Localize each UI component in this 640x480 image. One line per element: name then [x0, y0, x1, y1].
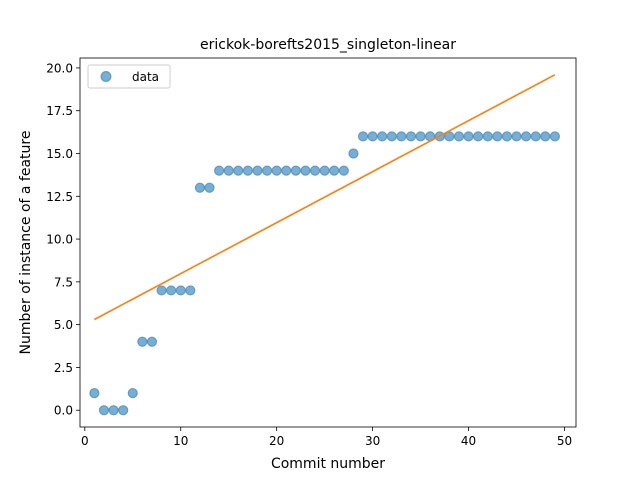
data-point: [233, 165, 244, 176]
legend: data: [87, 64, 171, 89]
legend-label-data: data: [132, 70, 159, 84]
data-point: [223, 165, 234, 176]
data-point: [309, 165, 321, 176]
chart-title: erickok-borefts2015_singleton-linear: [200, 37, 456, 53]
axis-ticks: 0 10 20 30 40 50 0.0 2.5 5.0 7.5 10.0 12.5 15.0 17.5 2…: [46, 61, 572, 448]
data-point: [348, 148, 359, 159]
x-tick-label: 0: [81, 434, 89, 448]
data-point: [175, 285, 186, 296]
data-point: [300, 165, 311, 176]
data-point: [146, 336, 158, 347]
data-point: [214, 165, 225, 176]
x-tick-label: 50: [557, 434, 572, 448]
y-tick-label: 7.5: [54, 275, 73, 289]
data-point: [396, 131, 407, 142]
data-point: [166, 285, 177, 296]
data-point: [357, 131, 369, 142]
x-tick-label: 20: [269, 434, 284, 448]
x-tick-label: 10: [173, 434, 188, 448]
data-point: [156, 285, 167, 296]
x-tick-label: 40: [461, 434, 476, 448]
data-point: [319, 165, 330, 176]
y-axis-label: Number of instance of a feature: [18, 131, 34, 355]
data-point: [194, 182, 206, 193]
data-point: [540, 131, 551, 142]
data-point: [367, 131, 378, 142]
y-tick-label: 10.0: [46, 233, 73, 247]
data-point: [242, 165, 253, 176]
data-point: [329, 165, 340, 176]
data-point: [530, 131, 541, 142]
y-tick-label: 17.5: [46, 104, 73, 118]
data-point: [473, 131, 484, 142]
data-point: [108, 405, 119, 416]
data-point: [511, 131, 522, 142]
data-point: [463, 131, 474, 142]
axes-frame: [79, 57, 577, 428]
fit-line: [94, 74, 556, 321]
data-point: [338, 165, 349, 176]
data-point: [127, 388, 138, 399]
legend-marker: [100, 71, 112, 82]
y-tick-label: 0.0: [54, 404, 73, 418]
y-tick-label: 5.0: [54, 318, 73, 332]
data-point: [252, 165, 263, 176]
data-point: [290, 165, 301, 176]
data-point: [185, 285, 196, 296]
data-point: [137, 336, 148, 347]
data-point: [405, 131, 417, 142]
data-point: [492, 131, 503, 142]
data-point: [377, 131, 388, 142]
data-point: [415, 131, 426, 142]
y-tick-label: 15.0: [46, 147, 73, 161]
data-point: [281, 165, 292, 176]
data-point: [98, 405, 110, 416]
data-point: [501, 131, 513, 142]
y-tick-label: 20.0: [46, 61, 73, 75]
x-axis-label: Commit number: [271, 456, 385, 472]
data-point: [118, 405, 129, 416]
legend-box: [87, 64, 171, 89]
data-point: [453, 131, 465, 142]
data-point: [549, 131, 560, 142]
data-point: [271, 165, 282, 176]
y-tick-label: 2.5: [54, 361, 73, 375]
data-point: [89, 388, 100, 399]
data-point: [521, 131, 532, 142]
data-point: [386, 131, 397, 142]
plot-area: [89, 74, 560, 416]
data-point: [482, 131, 493, 142]
x-tick-label: 30: [365, 434, 380, 448]
data-point: [204, 182, 215, 193]
y-tick-label: 12.5: [46, 190, 73, 204]
data-point: [261, 165, 273, 176]
